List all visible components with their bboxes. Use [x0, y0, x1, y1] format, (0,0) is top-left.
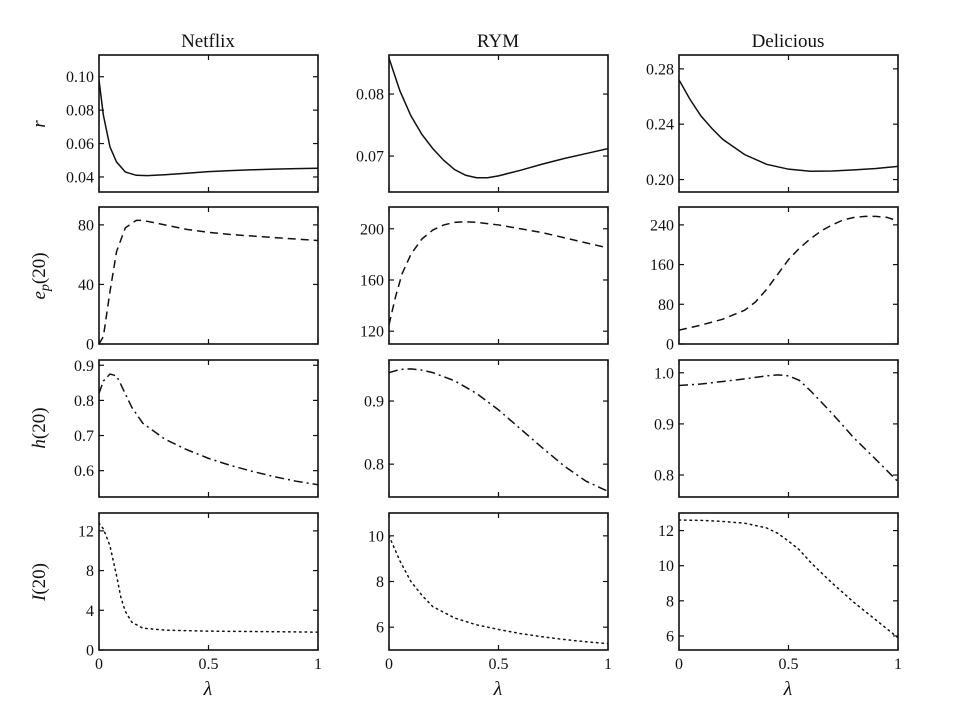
y-axis-label-r: r — [29, 120, 50, 128]
y-tick-label: 0.07 — [356, 149, 384, 166]
panel-rym-ep20-frame — [388, 206, 609, 345]
y-tick-label: 0.28 — [646, 61, 674, 78]
y-tick-label: 8 — [86, 563, 94, 580]
y-tick-label: 12 — [78, 523, 94, 540]
y-tick-label: 1.0 — [654, 365, 674, 382]
y-axis-label-ep20: ep(20) — [29, 252, 53, 299]
x-tick-label: 1 — [314, 656, 322, 673]
y-tick-label: 0.9 — [654, 416, 674, 433]
y-tick-label: 0.9 — [74, 358, 94, 375]
panel-netflix-r: 0.04 0.06 0.08 0.10 — [66, 54, 319, 193]
x-tick-label: 1 — [604, 656, 612, 673]
y-tick-label: 240 — [650, 217, 674, 234]
panel-netflix-ep20-curve — [99, 219, 318, 344]
column-title-delicious: Delicious — [752, 31, 825, 52]
y-tick-label: 12 — [658, 523, 674, 540]
panel-delicious-ep20-curve — [679, 215, 898, 331]
x-tick-label: 0 — [675, 656, 683, 673]
panel-netflix-ep20-frame — [98, 206, 319, 345]
y-tick-label: 0.6 — [74, 463, 94, 480]
y-tick-label: 0.20 — [646, 172, 674, 189]
x-axis-label-delicious: λ — [783, 678, 793, 700]
panel-netflix-h20: 0.6 0.7 0.8 0.9 — [74, 358, 319, 498]
panels: 0.040.060.080.100.070.080.200.240.280408… — [66, 54, 902, 673]
y-tick-label: 6 — [666, 628, 674, 645]
panel-delicious-r-curve — [679, 79, 898, 172]
panel-rym-ep20: 120 160 200 — [360, 206, 609, 345]
panel-delicious-h20-curve — [679, 374, 898, 483]
panel-rym-i20: 0 0.5 1 6 8 10 — [368, 512, 612, 673]
y-tick-label: 200 — [360, 221, 384, 238]
y-tick-label: 80 — [78, 217, 94, 234]
x-tick-label: 0.5 — [199, 656, 219, 673]
x-axis-label-rym: λ — [493, 678, 503, 700]
panel-netflix-ep20: 0 40 80 — [78, 206, 319, 354]
y-axis-label-h20: h(20) — [29, 407, 50, 448]
panel-rym-h20-frame — [388, 359, 609, 498]
y-tick-label: 0.08 — [356, 87, 384, 104]
y-tick-label: 40 — [78, 277, 94, 294]
x-tick-label: 0.5 — [779, 656, 799, 673]
panel-delicious-r-frame — [678, 54, 899, 193]
column-title-netflix: Netflix — [181, 31, 235, 52]
y-tick-label: 0.8 — [364, 457, 384, 474]
panel-delicious-h20: 0.8 0.9 1.0 — [654, 359, 899, 498]
panel-delicious-h20-frame — [678, 359, 899, 498]
panel-delicious-ep20-frame — [678, 206, 899, 345]
y-tick-label: 120 — [360, 324, 384, 341]
panel-rym-h20-curve — [389, 368, 608, 493]
y-tick-label: 160 — [650, 257, 674, 274]
y-tick-label: 0.04 — [66, 169, 94, 186]
y-tick-label: 0.08 — [66, 103, 94, 120]
panel-netflix-r-curve — [99, 79, 318, 177]
y-tick-label: 8 — [666, 593, 674, 610]
panel-netflix-i20-frame — [98, 512, 319, 651]
y-tick-label: 0.8 — [74, 393, 94, 410]
panel-rym-r-curve — [389, 57, 608, 179]
y-tick-label: 0 — [86, 643, 94, 660]
y-axis-label-i20: I(20) — [29, 563, 50, 602]
panel-rym-i20-curve — [389, 535, 608, 645]
panel-delicious-ep20: 0 80 160 240 — [650, 206, 899, 354]
y-tick-label: 4 — [86, 603, 94, 620]
y-tick-label: 0.24 — [646, 117, 674, 134]
x-tick-label: 0 — [95, 656, 103, 673]
panel-delicious-i20-curve — [679, 519, 898, 639]
column-title-rym: RYM — [477, 31, 519, 52]
y-tick-label: 0.8 — [654, 468, 674, 485]
y-tick-label: 10 — [658, 558, 674, 575]
y-tick-label: 6 — [376, 620, 384, 637]
y-tick-label: 0 — [86, 337, 94, 354]
y-tick-label: 8 — [376, 574, 384, 591]
panel-rym-r-frame — [388, 54, 609, 193]
y-tick-label: 0.7 — [74, 428, 94, 445]
panel-delicious-i20: 0 0.5 1 6 8 10 12 — [658, 512, 902, 673]
panel-netflix-i20: 0 0.5 1 0 4 8 12 — [78, 512, 322, 673]
x-tick-label: 0.5 — [489, 656, 509, 673]
x-tick-label: 1 — [894, 656, 902, 673]
panel-rym-h20: 0.8 0.9 — [364, 359, 609, 498]
panel-netflix-i20-curve — [99, 522, 318, 633]
panel-delicious-r: 0.20 0.24 0.28 — [646, 54, 899, 193]
panel-rym-ep20-curve — [389, 220, 608, 325]
y-tick-label: 0.9 — [364, 394, 384, 411]
y-tick-label: 0.10 — [66, 69, 94, 86]
x-tick-label: 0 — [385, 656, 393, 673]
panel-rym-r: 0.07 0.08 — [356, 54, 609, 193]
y-tick-label: 160 — [360, 272, 384, 289]
panel-delicious-i20-frame — [678, 512, 899, 651]
x-axis-label-netflix: λ — [203, 678, 213, 700]
panel-netflix-h20-frame — [98, 359, 319, 498]
y-tick-label: 10 — [368, 528, 384, 545]
y-tick-label: 0.06 — [66, 136, 94, 153]
panel-netflix-h20-curve — [99, 373, 318, 486]
y-tick-label: 80 — [658, 297, 674, 314]
y-tick-label: 0 — [666, 337, 674, 354]
